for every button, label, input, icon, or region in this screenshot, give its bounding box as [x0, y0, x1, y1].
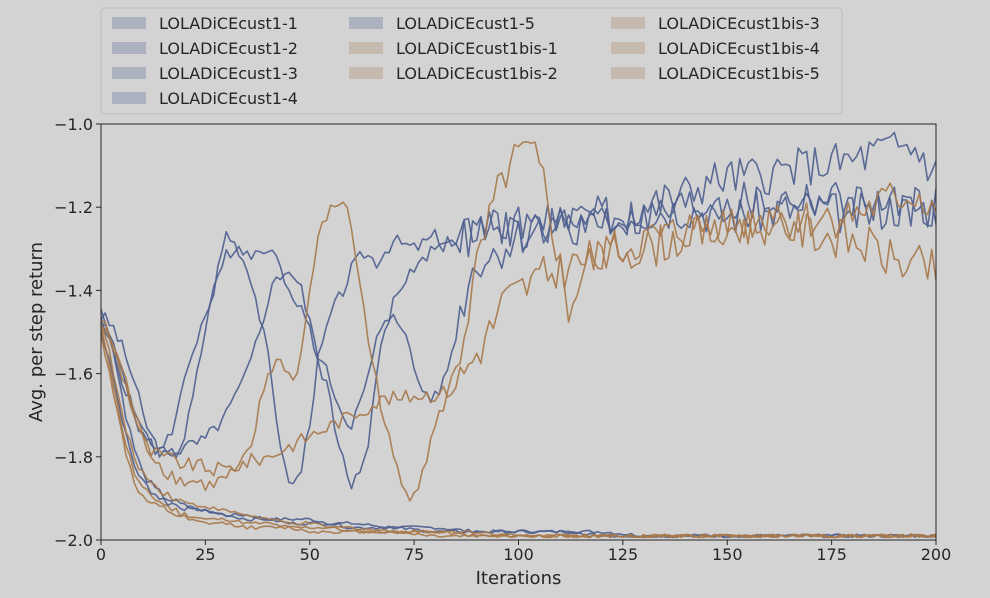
y-tick-label: −1.2 — [54, 198, 93, 217]
legend-label: LOLADiCEcust1bis-5 — [658, 64, 820, 83]
legend-swatch — [112, 92, 146, 104]
legend-swatch — [611, 17, 645, 29]
y-axis-label: Avg. per step return — [26, 242, 47, 422]
plot-background — [101, 124, 936, 540]
y-tick-label: −1.4 — [54, 281, 93, 300]
x-tick-label: 175 — [816, 545, 847, 564]
legend-swatch — [349, 42, 383, 54]
x-tick-label: 50 — [300, 545, 320, 564]
x-tick-label: 150 — [712, 545, 743, 564]
series-line-6 — [100, 141, 937, 502]
legend-label: LOLADiCEcust1-3 — [159, 64, 298, 83]
series-layer — [100, 131, 937, 539]
legend-label: LOLADiCEcust1-2 — [159, 39, 298, 58]
legend-swatch — [112, 67, 146, 79]
plot-area — [101, 124, 936, 540]
x-tick-label: 100 — [503, 545, 534, 564]
legend-label: LOLADiCEcust1bis-3 — [658, 14, 820, 33]
x-tick-label: 25 — [195, 545, 215, 564]
x-tick-label: 0 — [96, 545, 106, 564]
legend-label: LOLADiCEcust1bis-2 — [396, 64, 558, 83]
y-tick-label: −1.6 — [54, 365, 93, 384]
legend-label: LOLADiCEcust1bis-1 — [396, 39, 558, 58]
legend-swatch — [611, 42, 645, 54]
legend-swatch — [112, 17, 146, 29]
y-tick-label: −1.0 — [54, 115, 93, 134]
legend-swatch — [349, 67, 383, 79]
legend: LOLADiCEcust1-1 LOLADiCEcust1-2 LOLADiCEcu… — [100, 7, 843, 115]
series-line-10 — [100, 334, 937, 539]
legend-label: LOLADiCEcust1-4 — [159, 89, 298, 108]
series-line-2 — [100, 181, 937, 490]
axes-layer: 0 25 50 75 100 125 150 175 200 −2.0 −1.8 −1.6 −1.4 −1… — [26, 115, 951, 589]
x-axis-label: Iterations — [476, 568, 562, 589]
legend-swatch — [611, 67, 645, 79]
x-tick-label: 75 — [404, 545, 424, 564]
y-tick-label: −1.8 — [54, 448, 93, 467]
x-tick-label: 200 — [921, 545, 952, 564]
legend-label: LOLADiCEcust1-1 — [159, 14, 298, 33]
series-line-7 — [100, 204, 937, 477]
legend-swatch — [349, 17, 383, 29]
legend-label: LOLADiCEcust1bis-4 — [658, 39, 820, 58]
legend-label: LOLADiCEcust1-5 — [396, 14, 535, 33]
x-tick-label: 125 — [608, 545, 639, 564]
legend-swatch — [112, 42, 146, 54]
series-line-3 — [100, 131, 937, 457]
y-tick-label: −2.0 — [54, 531, 93, 550]
legend-box — [100, 7, 843, 115]
